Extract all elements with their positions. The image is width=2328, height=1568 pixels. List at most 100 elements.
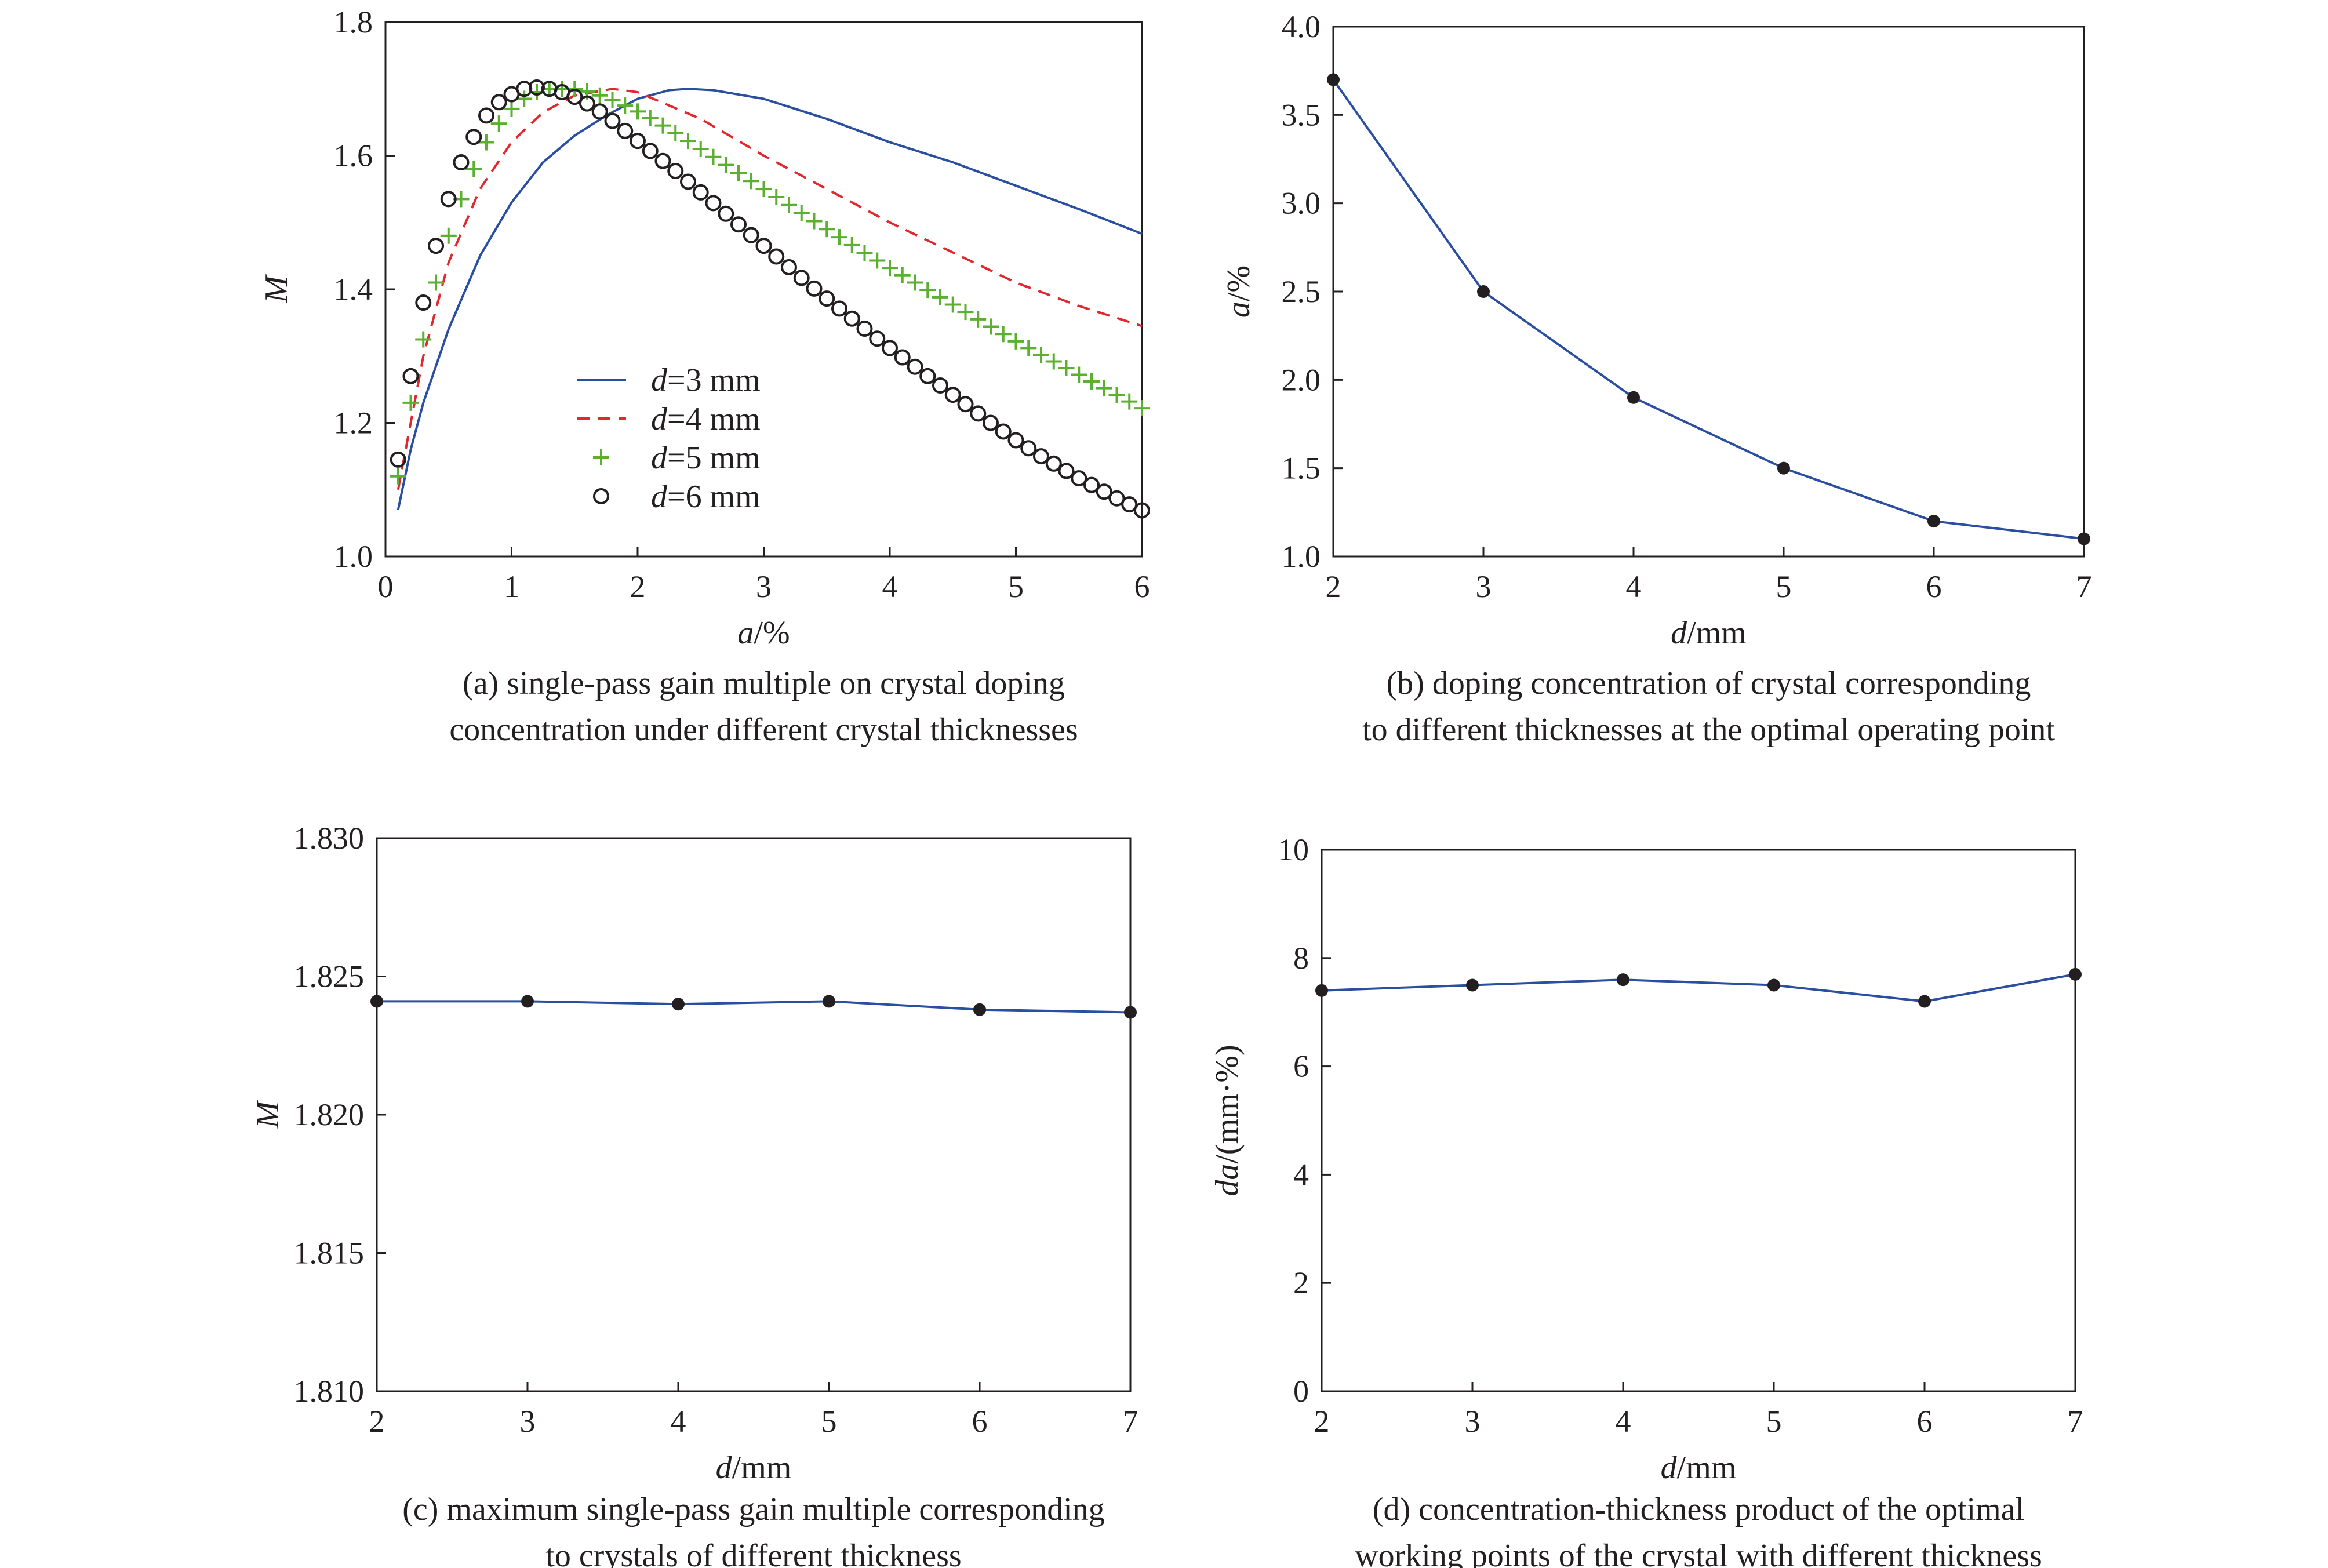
data-point-circle <box>919 368 936 384</box>
data-point-circle <box>692 184 709 201</box>
data-point-circle <box>768 248 785 265</box>
data-point-circle <box>440 191 457 208</box>
data-point-plus <box>1058 359 1075 376</box>
data-point-plus <box>843 237 860 253</box>
y-tick-label: 1.830 <box>294 821 365 856</box>
x-axis-label: d/mm <box>716 1450 792 1486</box>
y-tick-label: 1.8 <box>334 5 373 39</box>
data-point-circle <box>478 107 494 124</box>
x-tick-label: 5 <box>1776 569 1792 604</box>
x-tick-label: 7 <box>2068 1404 2083 1439</box>
x-tick-label: 4 <box>882 569 898 604</box>
data-point <box>1918 995 1931 1008</box>
data-point-circle <box>1007 432 1024 449</box>
data-point <box>1777 461 1790 475</box>
plot-frame <box>1332 26 2085 558</box>
data-point-circle <box>831 300 847 317</box>
data-point-circle <box>705 195 722 212</box>
y-tick-label: 2.5 <box>1282 274 1321 309</box>
y-tick-label: 1.0 <box>1282 539 1321 574</box>
legend-label: d=5 mm <box>651 440 761 476</box>
x-tick-label: 3 <box>1465 1404 1481 1439</box>
y-tick-label: 4.0 <box>1282 9 1321 44</box>
data-point-circle <box>667 163 684 180</box>
data-point-circle <box>907 358 923 375</box>
data-point <box>1477 285 1490 298</box>
data-point <box>1927 515 1940 528</box>
data-point <box>1327 73 1340 86</box>
x-tick-label: 5 <box>1766 1404 1782 1439</box>
data-point-circle <box>630 133 646 150</box>
data-point-circle <box>1033 448 1049 465</box>
data-point-plus <box>654 117 671 134</box>
data-point-circle <box>1121 496 1138 513</box>
data-point-plus <box>983 318 999 335</box>
data-point-plus <box>617 97 634 114</box>
y-tick-label: 2 <box>1293 1265 1309 1300</box>
data-point-circle <box>1108 490 1125 507</box>
legend-label: d=4 mm <box>651 401 761 437</box>
x-tick-label: 2 <box>630 569 646 604</box>
y-tick-label: 1.820 <box>294 1097 365 1132</box>
data-point-plus <box>642 110 659 126</box>
data-point-circle <box>894 349 911 366</box>
data-point-plus <box>793 205 810 221</box>
data-point-plus <box>390 468 406 485</box>
data-point-circle <box>415 294 432 311</box>
data-point-circle <box>1096 483 1112 500</box>
data-point-plus <box>819 221 835 238</box>
data-point-plus <box>630 103 646 120</box>
plot-frame <box>1321 849 2076 1392</box>
data-point-plus <box>604 92 621 108</box>
x-axis-label: d/mm <box>1661 1450 1737 1486</box>
x-tick-label: 7 <box>1123 1404 1138 1439</box>
x-tick-label: 4 <box>1616 1404 1631 1439</box>
data-point-plus <box>428 274 444 291</box>
x-tick-label: 6 <box>1134 569 1150 604</box>
chart-a: 0 1 2 3 4 5 61.01.21.41.61.8a/%Md=3 mmd=4 mmd=… <box>259 5 1150 748</box>
caption-line: concentration under different crystal th… <box>449 712 1078 748</box>
data-point-plus <box>894 267 911 283</box>
data-point-plus <box>402 394 419 411</box>
data-point-plus <box>781 197 797 213</box>
data-point-plus <box>680 133 696 150</box>
x-tick-label: 5 <box>821 1404 837 1439</box>
y-tick-label: 3.0 <box>1282 186 1321 221</box>
y-tick-label: 8 <box>1293 941 1309 976</box>
data-point-circle <box>1071 470 1087 487</box>
x-tick-label: 6 <box>1926 569 1942 604</box>
data-point-circle <box>566 89 583 105</box>
data-point-circle <box>1083 476 1100 493</box>
data-point <box>973 1003 986 1016</box>
y-axis-label: da/(mm·%) <box>1209 1045 1245 1196</box>
data-point-plus <box>1134 400 1150 417</box>
caption-line: to crystals of different thickness <box>545 1538 961 1568</box>
y-axis-label: M <box>259 274 294 303</box>
data-point-circle <box>718 205 734 222</box>
data-point <box>370 995 383 1008</box>
x-axis-label: a/% <box>737 615 790 651</box>
caption-line: (d) concentration-thickness product of t… <box>1373 1491 2024 1527</box>
data-point-plus <box>995 326 1012 343</box>
data-point-circle <box>453 154 470 171</box>
y-tick-label: 6 <box>1293 1049 1309 1084</box>
data-point-circle <box>781 259 797 275</box>
y-axis-label: M <box>250 1099 286 1129</box>
x-tick-label: 3 <box>1476 569 1492 604</box>
data-point-plus <box>869 252 886 269</box>
data-point <box>1627 391 1640 404</box>
data-point-circle <box>390 451 406 468</box>
data-point <box>1315 984 1328 997</box>
data-point-plus <box>478 134 494 151</box>
x-tick-label: 5 <box>1008 569 1024 604</box>
data-point-plus <box>465 161 482 177</box>
data-point-plus <box>957 304 974 321</box>
data-point <box>1466 978 1479 992</box>
series-line-0 <box>397 88 1143 510</box>
data-point-circle <box>882 340 898 356</box>
data-point-plus <box>516 90 533 107</box>
data-point-circle <box>516 81 533 97</box>
x-tick-label: 3 <box>756 569 772 604</box>
data-point-circle <box>743 227 759 243</box>
